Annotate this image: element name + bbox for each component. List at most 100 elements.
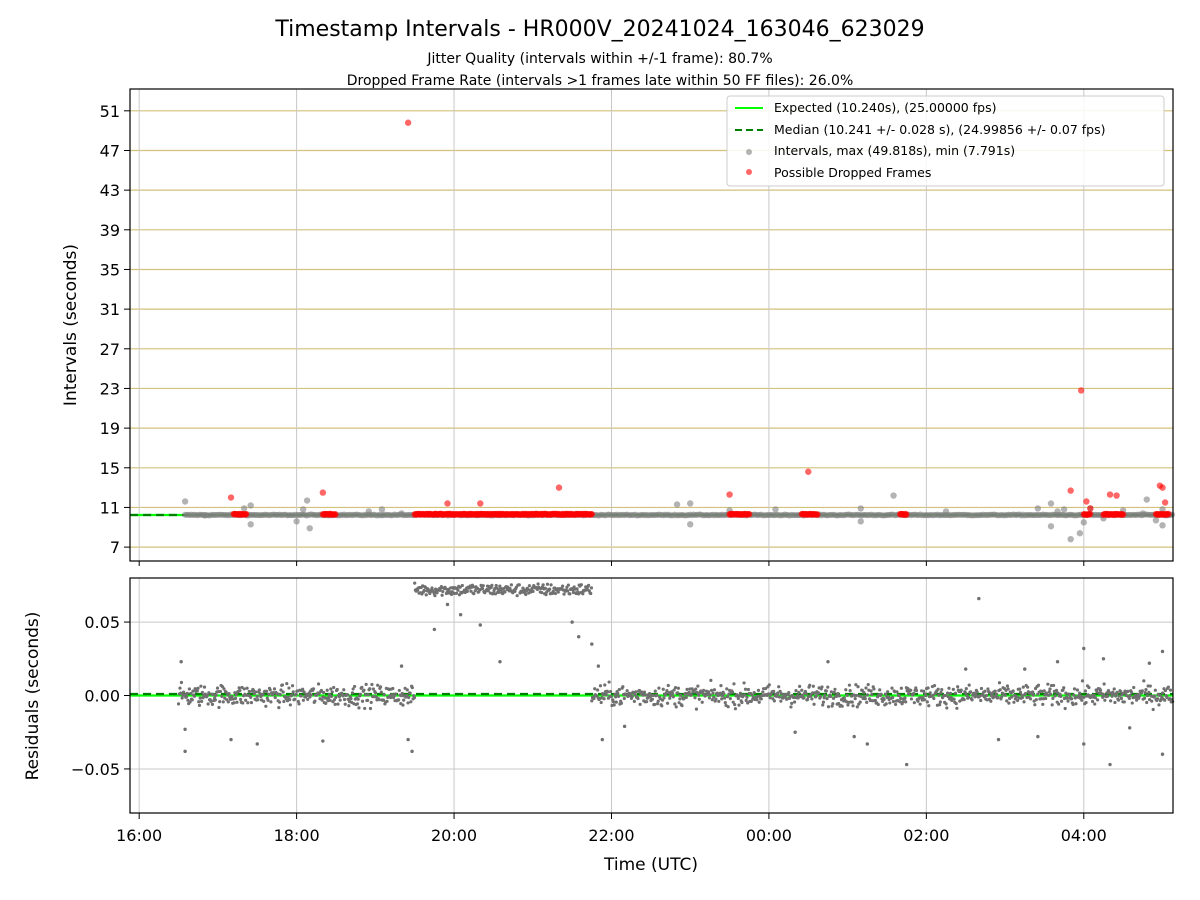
residual-point <box>638 702 642 706</box>
dropped-frame-point <box>588 510 596 518</box>
legend-dropped-marker <box>746 169 752 175</box>
residuals-points <box>176 581 1175 767</box>
residual-point <box>938 700 942 704</box>
residual-point <box>695 690 699 695</box>
residual-point <box>338 698 342 702</box>
residual-point <box>264 704 268 708</box>
residual-point <box>346 697 350 701</box>
residual-point <box>566 589 570 593</box>
residual-point <box>884 702 888 706</box>
residual-point <box>979 686 984 691</box>
residual-point <box>409 700 413 704</box>
residual-point <box>179 680 184 685</box>
residual-point <box>1151 707 1155 712</box>
residual-point <box>345 693 349 697</box>
residual-point <box>800 688 804 692</box>
residual-point <box>832 690 836 694</box>
residual-point <box>983 689 987 693</box>
residual-point <box>527 584 532 588</box>
residual-point <box>945 706 949 710</box>
residual-point <box>255 694 259 699</box>
residual-point <box>1119 690 1123 694</box>
residual-point <box>294 692 298 696</box>
residual-point <box>301 698 305 702</box>
residual-point <box>176 702 181 706</box>
residual-point <box>967 683 971 687</box>
residual-point <box>1072 687 1077 691</box>
residual-point <box>311 687 316 691</box>
interval-point <box>687 500 694 507</box>
residual-point <box>666 683 670 688</box>
residual-point <box>269 700 273 704</box>
residual-point <box>1020 695 1025 700</box>
residual-point <box>382 693 386 697</box>
residual-point <box>296 699 300 704</box>
interval-point <box>1047 500 1055 507</box>
residual-point <box>932 684 937 688</box>
time-x-tick-label: 00:00 <box>746 826 792 845</box>
dropped-frame-point <box>319 489 327 496</box>
residual-point <box>614 695 618 699</box>
residual-point <box>456 588 460 592</box>
residual-point <box>774 694 779 698</box>
residual-point <box>722 692 726 696</box>
residual-point <box>595 688 600 692</box>
residual-point <box>938 703 942 707</box>
residual-point <box>1126 689 1130 693</box>
residual-point <box>397 688 401 693</box>
residual-point <box>955 706 959 710</box>
residual-point <box>840 704 844 708</box>
residual-point <box>301 687 305 691</box>
residual-point <box>183 749 187 754</box>
residual-point <box>1109 699 1113 703</box>
residual-point <box>407 695 411 700</box>
residual-point <box>680 704 684 708</box>
residual-point <box>454 591 459 595</box>
residual-point <box>804 692 808 696</box>
residual-point <box>790 701 794 705</box>
residual-point <box>940 687 944 692</box>
residual-point <box>604 693 608 697</box>
residual-point <box>996 737 1001 742</box>
residual-point <box>696 684 700 688</box>
residual-point <box>738 694 742 698</box>
residual-point <box>852 734 856 739</box>
residual-point <box>494 583 498 588</box>
residual-point <box>549 583 553 587</box>
residual-point <box>848 689 852 693</box>
residual-point <box>1023 667 1027 671</box>
residual-point <box>707 690 711 694</box>
residual-point <box>761 690 765 694</box>
residual-point <box>883 692 888 696</box>
residual-point <box>986 687 990 691</box>
x-axis-label: Time (UTC) <box>603 855 698 875</box>
residual-point <box>873 698 877 703</box>
residual-point <box>694 687 698 691</box>
interval-point <box>306 525 313 532</box>
interval-point <box>1159 506 1166 513</box>
residual-point <box>645 700 649 704</box>
residual-point <box>503 590 507 594</box>
residual-point <box>412 696 417 700</box>
residual-point <box>866 682 870 687</box>
residual-point <box>834 694 839 699</box>
residual-point <box>1142 696 1147 700</box>
residual-point <box>1028 697 1033 701</box>
residual-point <box>1062 686 1066 690</box>
residual-point <box>664 691 668 696</box>
residual-point <box>197 700 201 704</box>
residual-point <box>536 582 540 586</box>
residual-point <box>568 592 572 596</box>
residual-point <box>711 691 715 695</box>
residual-point <box>731 700 735 704</box>
residual-point <box>621 685 625 689</box>
residual-point <box>909 697 914 701</box>
residual-point <box>299 694 303 698</box>
residual-point <box>837 694 841 698</box>
residual-point <box>1023 692 1028 696</box>
residual-point <box>1168 688 1173 692</box>
residual-point <box>1142 679 1146 683</box>
residual-point <box>800 693 805 697</box>
residual-point <box>689 693 693 697</box>
residual-point <box>676 691 680 695</box>
